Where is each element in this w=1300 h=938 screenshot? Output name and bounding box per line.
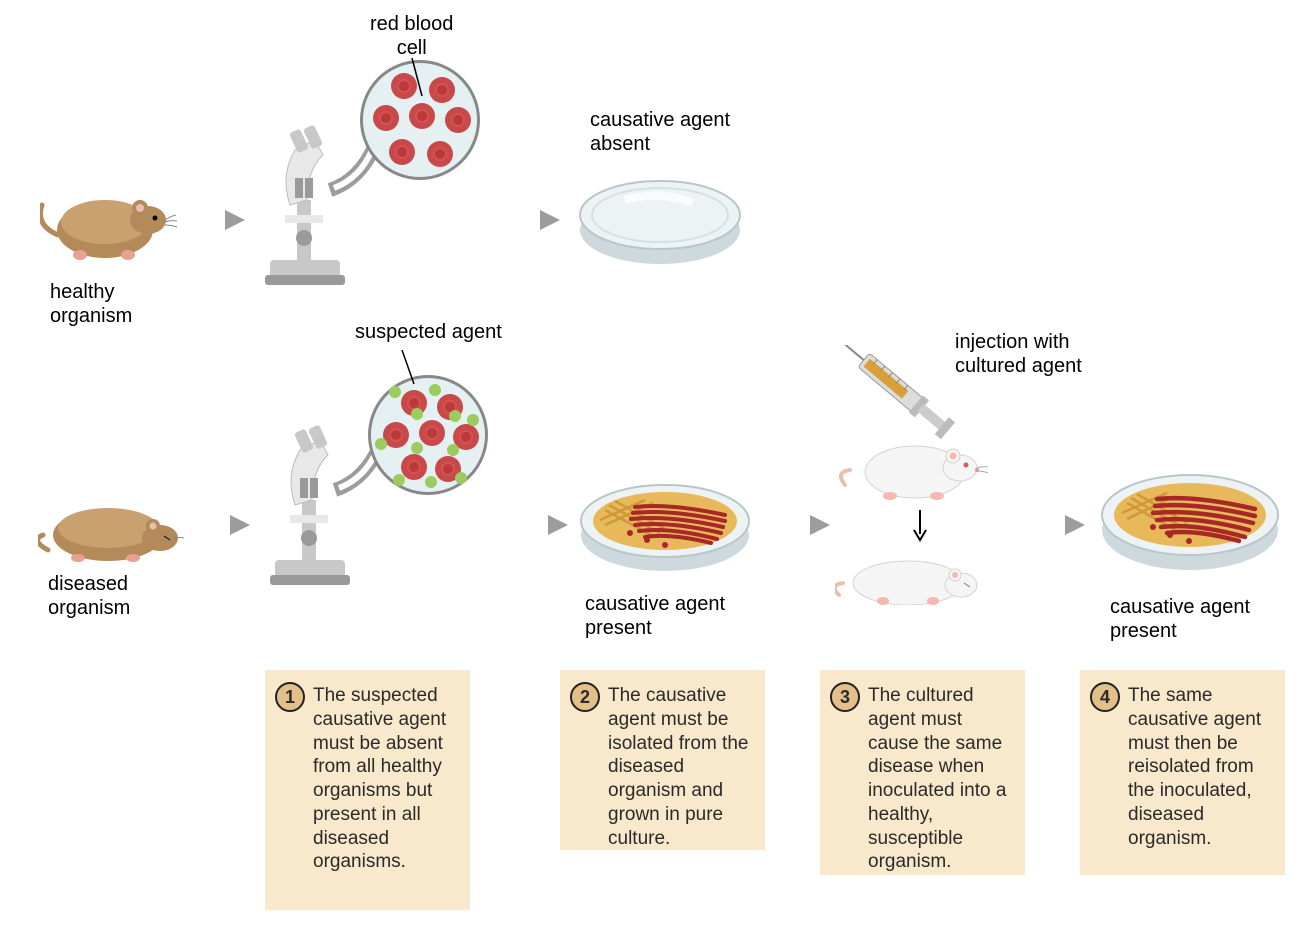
postulate-box-1: 1 The suspected causative agent must be … [265, 670, 470, 910]
postulate-text: The cultured agent must cause the same d… [868, 685, 1006, 872]
arrow-icon [508, 510, 568, 540]
diseased-mouse-illustration [38, 480, 188, 575]
arrow-icon [1025, 510, 1085, 540]
postulate-box-3: 3 The cultured agent must cause the same… [820, 670, 1025, 875]
arrow-icon [185, 205, 245, 235]
postulate-text: The suspected causative agent must be ab… [313, 685, 446, 872]
postulate-text: The causative agent must be isolated fro… [608, 685, 748, 849]
postulate-box-4: 4 The same causative agent must then be … [1080, 670, 1285, 875]
blood-sample-diseased-view [368, 375, 488, 495]
reisolated-petri-dish-illustration [1095, 455, 1285, 590]
postulate-number: 2 [570, 682, 600, 712]
leader-line [400, 350, 420, 386]
arrow-icon [190, 510, 250, 540]
cultured-petri-dish-illustration [575, 465, 755, 590]
injection-label: injection with cultured agent [955, 330, 1082, 378]
healthy-mouse-illustration [40, 170, 180, 275]
arrow-icon [770, 510, 830, 540]
diseased-organism-label: diseased organism [48, 572, 130, 620]
leader-line [408, 58, 428, 98]
empty-petri-dish-illustration [575, 165, 745, 280]
agent-absent-label: causative agent absent [590, 108, 730, 156]
postulate-number: 1 [275, 682, 305, 712]
agent-present-2-label: causative agent present [1110, 595, 1250, 643]
injection-illustration [835, 345, 1035, 610]
healthy-organism-label: healthy organism [50, 280, 132, 328]
suspected-agent-label: suspected agent [355, 320, 502, 344]
postulate-box-2: 2 The causative agent must be isolated f… [560, 670, 765, 850]
postulate-number: 3 [830, 682, 860, 712]
postulate-number: 4 [1090, 682, 1120, 712]
rbc-label: red blood cell [370, 12, 453, 60]
postulate-text: The same causative agent must then be re… [1128, 685, 1261, 849]
agent-present-label: causative agent present [585, 592, 725, 640]
arrow-icon [500, 205, 560, 235]
